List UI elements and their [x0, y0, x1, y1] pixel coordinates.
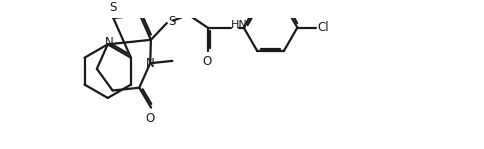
Text: N: N — [104, 36, 113, 49]
Text: S: S — [109, 1, 117, 14]
Text: N: N — [146, 58, 154, 70]
Text: O: O — [202, 55, 211, 68]
Text: HN: HN — [230, 20, 247, 30]
Text: S: S — [168, 15, 175, 28]
Text: O: O — [145, 112, 154, 125]
Text: Cl: Cl — [317, 21, 329, 34]
